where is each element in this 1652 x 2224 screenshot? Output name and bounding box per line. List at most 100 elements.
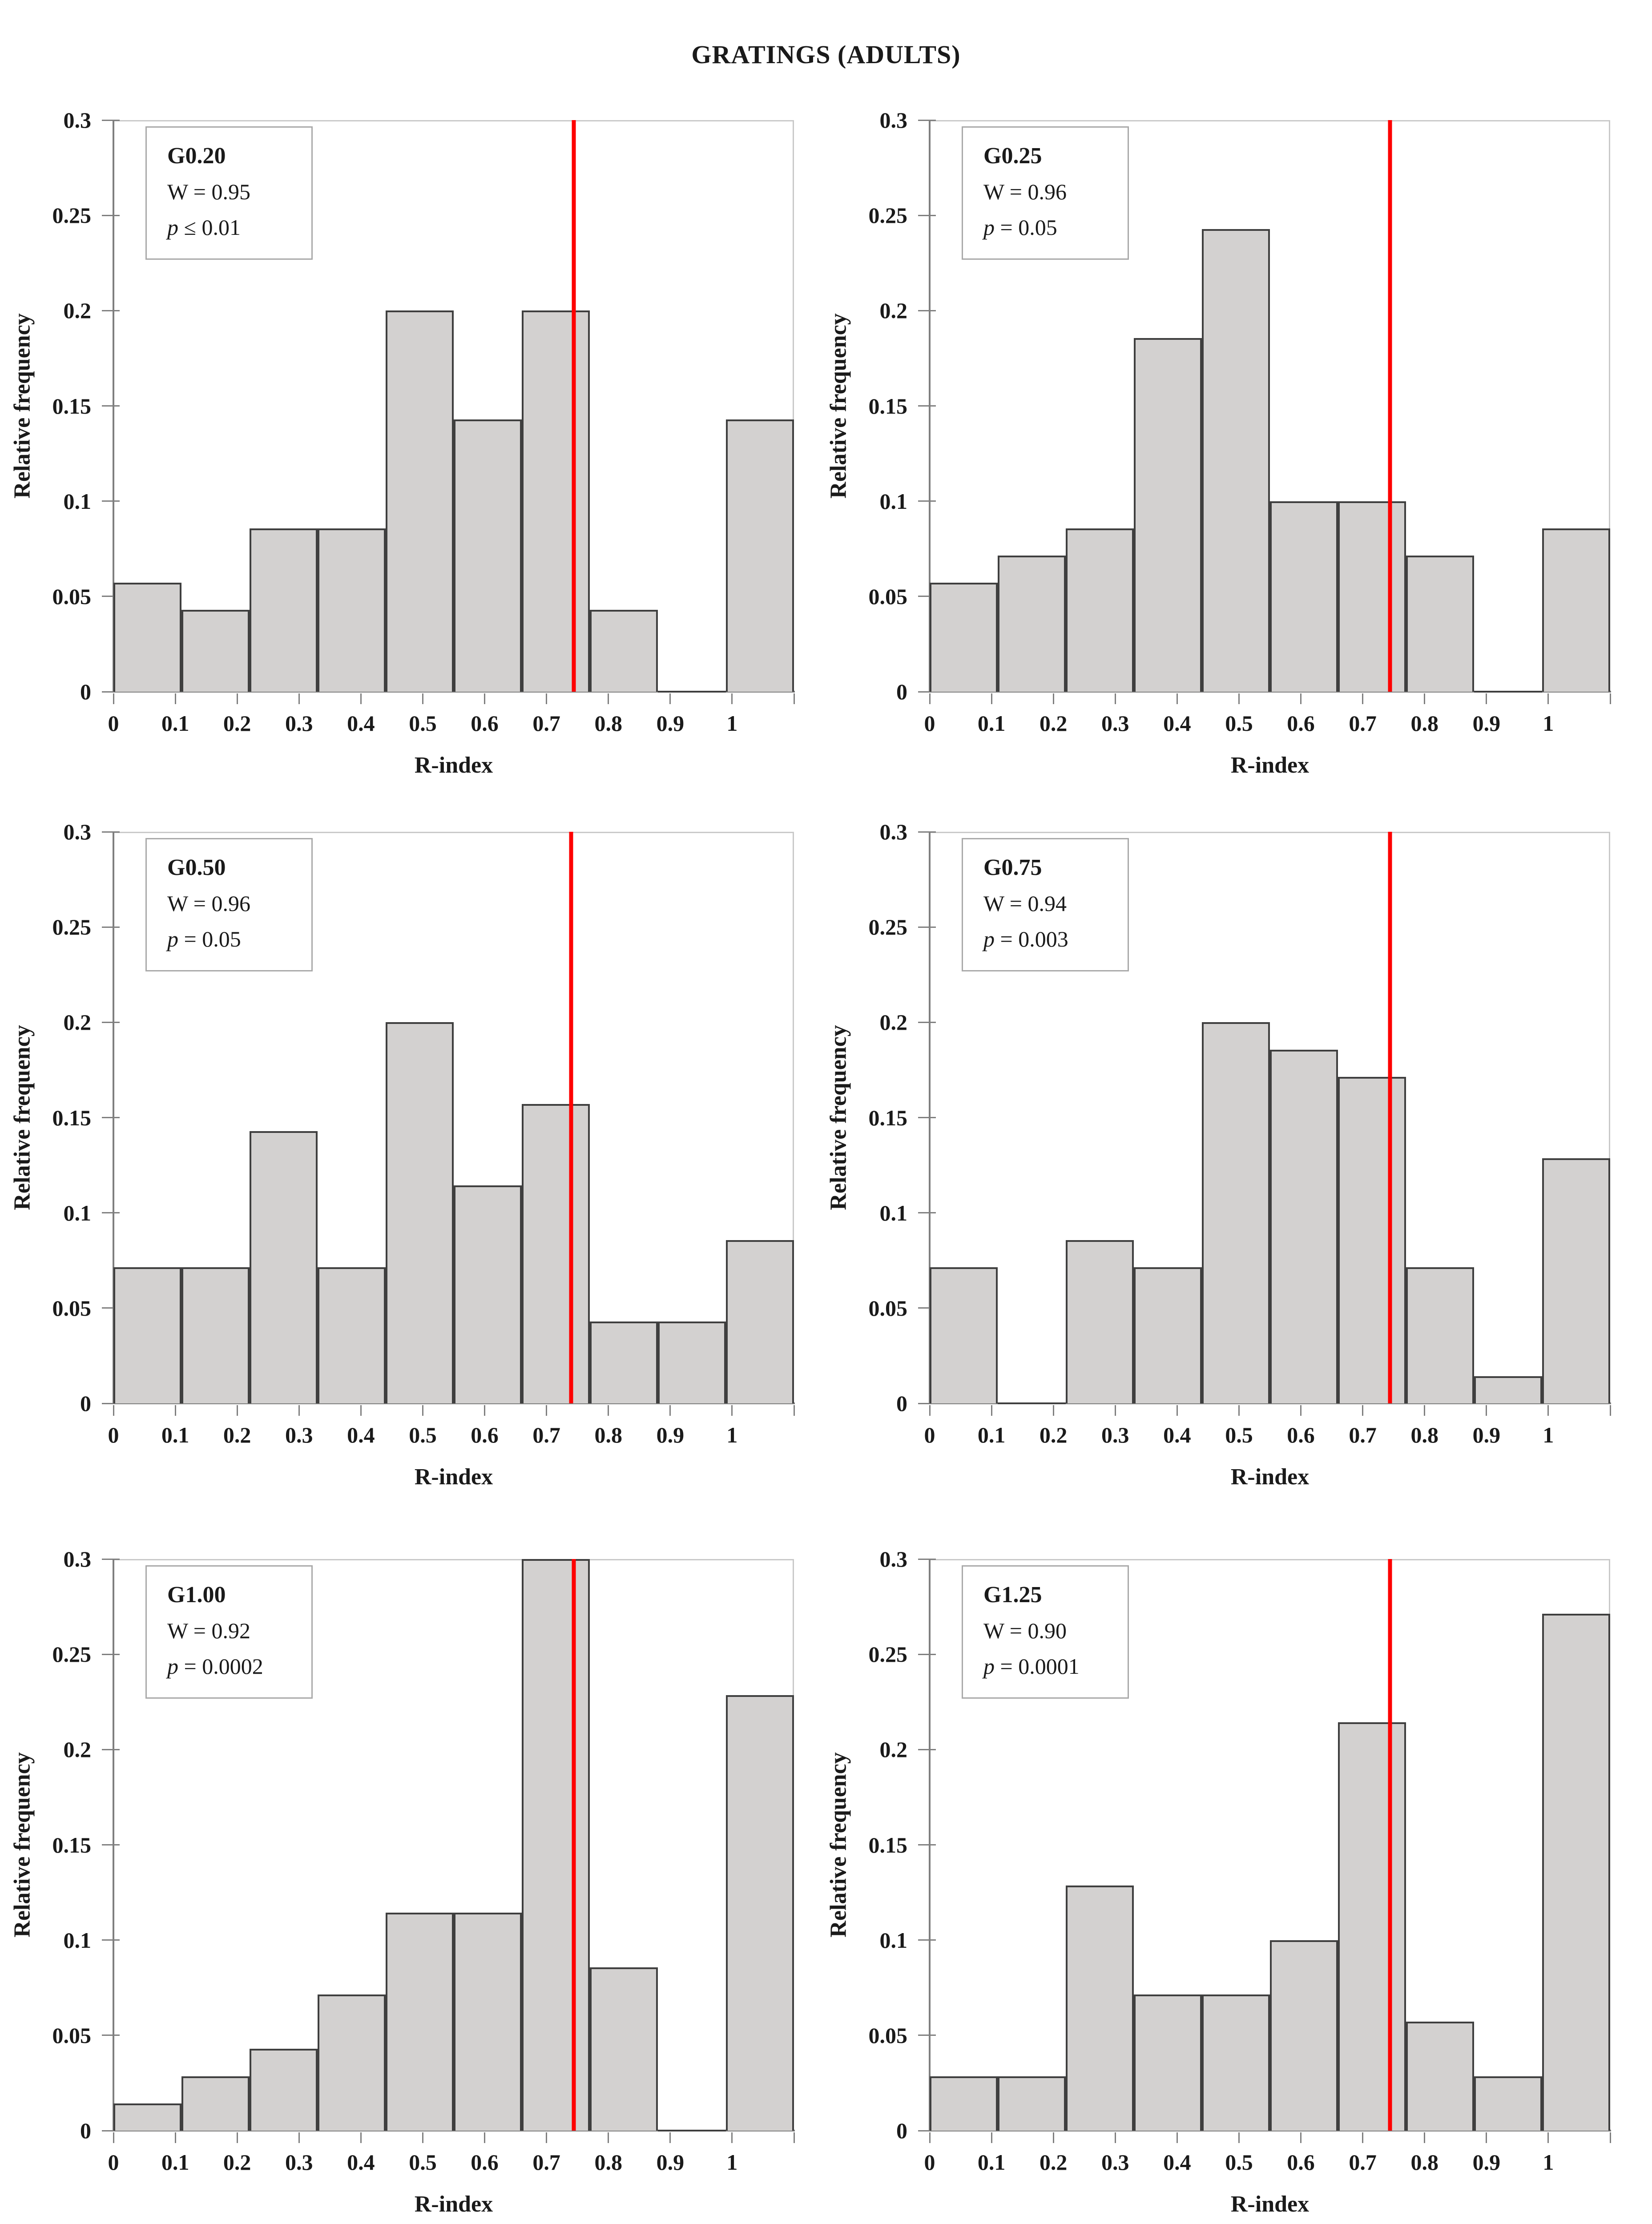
p-value-text: = 0.0001 bbox=[995, 1654, 1080, 1679]
y-axis-tick bbox=[102, 691, 120, 693]
x-axis-tick bbox=[1547, 1405, 1549, 1416]
y-tick-label: 0.25 bbox=[868, 915, 908, 940]
histogram-bar bbox=[250, 2049, 318, 2131]
x-axis-tick bbox=[1176, 2132, 1178, 2143]
y-tick-label: 0.15 bbox=[868, 1105, 908, 1130]
histogram-bar bbox=[1338, 1722, 1406, 2131]
y-tick-label: 0.15 bbox=[52, 1105, 92, 1130]
y-tick-label: 0.1 bbox=[879, 1200, 908, 1225]
histogram-panel-G0.20: 0 0.05 0.1 0.15 0.2 0.25 0.3 0 0.1 0.2 0.3 0.4 0.5 0.… bbox=[10, 109, 795, 778]
x-axis-tick bbox=[546, 2132, 548, 2143]
x-axis-tick bbox=[546, 1405, 548, 1416]
y-tick-label: 0.25 bbox=[52, 915, 92, 940]
x-axis-tick bbox=[113, 693, 114, 704]
histogram-bar bbox=[1542, 1158, 1610, 1403]
grating-label: G0.25 bbox=[983, 143, 1042, 169]
x-axis-tick bbox=[1609, 1405, 1611, 1416]
y-tick-label: 0.25 bbox=[52, 203, 92, 228]
p-value: p ≤ 0.01 bbox=[167, 210, 292, 245]
x-axis-tick bbox=[793, 2132, 795, 2143]
y-tick-label: 0.1 bbox=[63, 1200, 92, 1225]
x-tick-label: 0.9 bbox=[1472, 1422, 1501, 1447]
x-tick-label: 0 bbox=[108, 711, 119, 736]
histogram-bar bbox=[250, 528, 318, 692]
x-tick-label: 0 bbox=[108, 1422, 119, 1447]
plot-frame bbox=[930, 120, 1610, 692]
histogram-bar bbox=[1406, 556, 1474, 692]
histogram-bar bbox=[1338, 501, 1406, 692]
histogram-panel-G1.25: 0 0.05 0.1 0.15 0.2 0.25 0.3 0 0.1 0.2 0.3 0.4 0.5 0.… bbox=[826, 1548, 1611, 2217]
y-tick-label: 0.1 bbox=[879, 1927, 908, 1953]
x-tick-label: 1 bbox=[726, 2150, 738, 2175]
y-tick-label: 0.2 bbox=[879, 1737, 908, 1762]
x-axis-tick bbox=[731, 1405, 733, 1416]
y-axis-line bbox=[113, 1559, 114, 2131]
x-axis-tick bbox=[929, 1405, 931, 1416]
histogram-bar bbox=[454, 1185, 522, 1403]
y-tick-label: 0.2 bbox=[879, 1010, 908, 1035]
x-axis-line bbox=[113, 2130, 795, 2131]
p-value: p = 0.0001 bbox=[983, 1648, 1108, 1684]
x-tick-label: 0.5 bbox=[409, 711, 437, 736]
w-statistic: W = 0.95 bbox=[167, 179, 250, 204]
x-axis-title: R-index bbox=[414, 2192, 493, 2217]
x-tick-label: 0.7 bbox=[1349, 711, 1377, 736]
histogram-bar bbox=[181, 2076, 250, 2131]
histogram-bar bbox=[1406, 2022, 1474, 2131]
x-axis-tick bbox=[360, 2132, 362, 2143]
y-tick-label: 0.1 bbox=[63, 1927, 92, 1953]
x-axis-line bbox=[929, 691, 1611, 693]
histogram-bar bbox=[113, 2103, 181, 2131]
y-axis-tick bbox=[102, 1558, 120, 1560]
histogram-bar bbox=[1134, 1994, 1202, 2131]
x-axis-tick bbox=[422, 2132, 423, 2143]
y-axis-tick bbox=[102, 1939, 120, 1941]
x-axis-tick bbox=[669, 2132, 671, 2143]
x-tick-label: 0.1 bbox=[161, 711, 189, 736]
stats-box-G0.20: G0.20 W = 0.95 p ≤ 0.01 bbox=[145, 126, 313, 260]
x-tick-label: 0.3 bbox=[1101, 711, 1129, 736]
x-axis-tick bbox=[793, 1405, 795, 1416]
y-axis-tick bbox=[918, 1749, 936, 1750]
x-axis-tick bbox=[113, 1405, 114, 1416]
x-axis-tick bbox=[1238, 2132, 1240, 2143]
x-tick-label: 0.7 bbox=[1349, 1422, 1377, 1447]
histogram-bar bbox=[250, 1131, 318, 1403]
y-axis-title: Relative frequency bbox=[9, 1752, 35, 1938]
x-tick-label: 0.4 bbox=[347, 711, 375, 736]
x-axis-tick bbox=[1052, 1405, 1054, 1416]
y-axis-tick bbox=[918, 1844, 936, 1845]
stats-box-G0.50: G0.50 W = 0.96 p = 0.05 bbox=[145, 838, 313, 971]
x-tick-label: 0.8 bbox=[1410, 711, 1438, 736]
x-axis-title: R-index bbox=[1230, 1464, 1310, 1490]
x-axis-line bbox=[929, 1402, 1611, 1404]
y-axis-tick bbox=[102, 1117, 120, 1118]
histogram-bar bbox=[1270, 1940, 1338, 2131]
x-tick-label: 0.1 bbox=[161, 2150, 189, 2175]
x-axis-tick bbox=[608, 693, 609, 704]
x-tick-label: 0.4 bbox=[347, 2150, 375, 2175]
histogram-bar bbox=[454, 1913, 522, 2131]
histogram-bar bbox=[318, 528, 386, 692]
histogram-bar bbox=[726, 1240, 794, 1403]
y-tick-label: 0 bbox=[896, 1391, 907, 1416]
x-axis-title: R-index bbox=[414, 753, 493, 778]
grating-label: G1.25 bbox=[983, 1582, 1042, 1608]
histogram-bar bbox=[1338, 1076, 1406, 1403]
y-tick-label: 0.1 bbox=[879, 488, 908, 514]
w-statistic: W = 0.90 bbox=[983, 1618, 1067, 1643]
y-axis-title: Relative frequency bbox=[826, 313, 851, 499]
y-tick-label: 0.3 bbox=[879, 1547, 908, 1571]
histogram-bar bbox=[1542, 1613, 1610, 2131]
p-symbol: p bbox=[167, 1654, 178, 1679]
y-tick-label: 0.05 bbox=[868, 584, 908, 609]
x-tick-label: 0.3 bbox=[285, 711, 313, 736]
x-axis-tick bbox=[236, 693, 238, 704]
x-axis-tick bbox=[360, 693, 362, 704]
x-tick-label: 0.5 bbox=[409, 1422, 437, 1447]
histogram-bar bbox=[181, 1267, 250, 1403]
reference-line bbox=[569, 832, 573, 1403]
x-axis-title: R-index bbox=[1230, 2192, 1310, 2217]
y-tick-label: 0.05 bbox=[868, 2023, 908, 2048]
reference-line bbox=[1388, 120, 1392, 692]
